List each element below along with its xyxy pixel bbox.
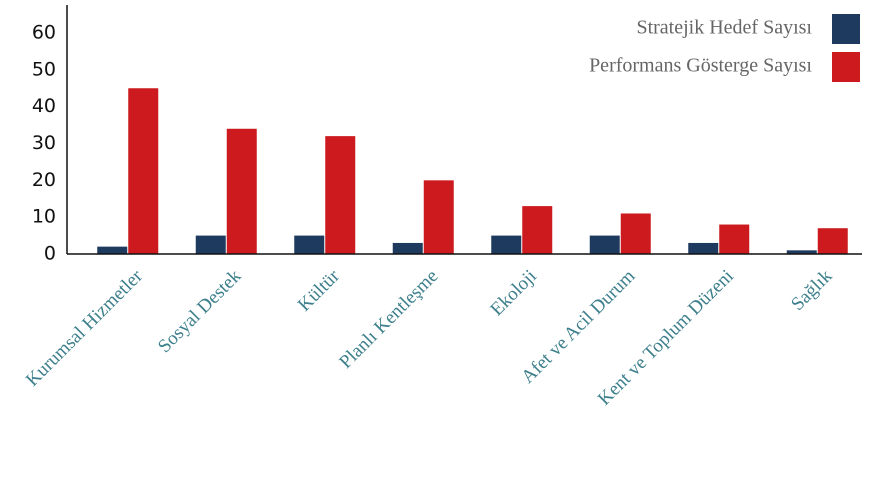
bar bbox=[817, 228, 848, 254]
x-tick-label: Sağlık bbox=[787, 265, 837, 315]
legend-label: Stratejik Hedef Sayısı bbox=[636, 17, 812, 39]
y-tick-label: 40 bbox=[32, 95, 56, 117]
y-tick-label: 20 bbox=[32, 169, 56, 191]
y-tick-label: 0 bbox=[44, 243, 56, 265]
x-tick-label: Ekoloji bbox=[486, 266, 540, 320]
y-tick-label: 10 bbox=[32, 206, 56, 228]
bar bbox=[423, 180, 454, 254]
bar bbox=[688, 242, 719, 254]
bar bbox=[195, 235, 226, 254]
y-tick-label: 30 bbox=[32, 132, 56, 154]
x-tick-label: Sosyal Destek bbox=[154, 265, 246, 357]
bar bbox=[128, 88, 159, 254]
bar bbox=[491, 235, 522, 254]
bar bbox=[522, 206, 553, 254]
bar bbox=[97, 246, 128, 254]
bar bbox=[719, 224, 750, 254]
y-tick-label: 50 bbox=[32, 58, 56, 80]
bar bbox=[589, 235, 620, 254]
x-tick-label: Kültür bbox=[294, 265, 344, 315]
legend-swatch bbox=[832, 14, 860, 44]
bar bbox=[325, 136, 356, 254]
legend-swatch bbox=[832, 52, 860, 82]
legend-label: Performans Gösterge Sayısı bbox=[589, 55, 812, 77]
bar bbox=[226, 128, 257, 254]
bar bbox=[294, 235, 325, 254]
y-tick-label: 60 bbox=[32, 22, 56, 44]
bar bbox=[620, 213, 651, 254]
x-tick-label: Kurumsal Hizmetler bbox=[22, 265, 147, 390]
x-tick-label: Planlı Kentleşme bbox=[335, 266, 442, 373]
bar bbox=[392, 242, 423, 254]
bar bbox=[786, 250, 817, 254]
